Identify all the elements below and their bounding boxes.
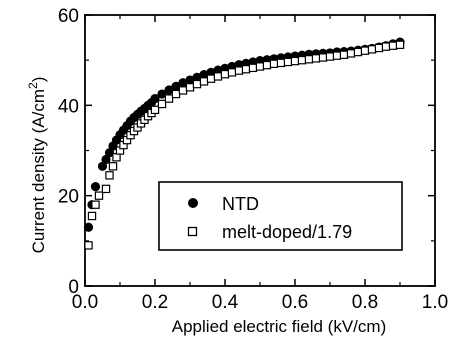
data-point-melt-doped [164,94,174,103]
data-point-melt-doped [220,69,230,79]
data-point-melt-doped [262,60,272,70]
data-point-melt-doped [87,211,97,221]
x-tick-label: 0.8 [352,292,378,313]
data-point-melt-doped [234,66,244,75]
data-point-melt-doped [283,57,293,67]
data-point-melt-doped [185,83,195,92]
data-point-melt-doped [395,40,405,50]
data-point-melt-doped [241,64,251,74]
data-point-melt-doped [388,41,398,50]
data-point-melt-doped [150,105,160,115]
data-point-melt-doped [304,55,314,64]
y-tick-label: 0 [68,277,79,298]
legend-label-ntd: NTD [222,194,259,214]
legend-label-melt-doped: melt-doped/1.79 [222,222,352,242]
data-point-melt-doped [227,68,237,77]
data-point-melt-doped [178,86,188,95]
data-point-melt-doped [332,51,342,60]
x-tick-label: 0.4 [212,292,239,313]
y-tick-label: 20 [58,187,79,208]
legend-marker-melt-doped [187,226,198,237]
data-point-ntd [164,85,174,95]
data-point-melt-doped [374,43,384,53]
data-point-melt-doped [318,53,328,62]
data-point-melt-doped [360,46,370,55]
data-point-melt-doped [248,63,258,73]
series-melt-doped [84,40,405,250]
data-point-melt-doped [346,49,356,58]
data-point-melt-doped [367,45,377,54]
data-point-melt-doped [339,50,349,59]
data-point-melt-doped [290,56,300,66]
data-point-melt-doped [255,62,265,71]
data-point-melt-doped [108,162,118,171]
data-point-melt-doped [269,59,279,68]
data-point-melt-doped [112,153,121,162]
data-point-melt-doped [192,79,202,89]
x-axis-title: Applied electric field (kV/cm) [172,317,386,336]
data-point-melt-doped [353,47,363,57]
data-point-melt-doped [276,58,286,68]
data-point-ntd [192,72,202,82]
legend: NTD melt-doped/1.79 [158,181,403,251]
data-point-ntd [101,154,111,165]
data-point-melt-doped [311,54,321,63]
data-point-melt-doped [101,184,111,194]
data-point-ntd [171,81,181,91]
data-point-ntd [90,182,101,192]
data-point-melt-doped [381,42,391,51]
x-tick-label: 0.6 [282,292,308,313]
x-tick-label: 1.0 [422,292,448,313]
x-tick-label: 0.2 [142,292,168,313]
data-point-ntd [150,93,160,104]
y-tick-label: 40 [58,96,79,117]
data-point-melt-doped [84,241,93,250]
data-point-melt-doped [94,191,104,200]
data-point-ntd [199,70,209,80]
y-axis-title: Current density (A/cm2) [26,77,48,254]
legend-box [158,181,403,251]
y-tick-label: 60 [58,6,79,27]
x-tick-label: 0.0 [72,292,98,313]
data-point-melt-doped [171,89,181,99]
data-point-ntd [157,89,167,99]
data-point-ntd [104,148,115,158]
data-point-melt-doped [157,99,167,109]
data-point-melt-doped [206,74,216,83]
data-point-ntd [97,161,108,171]
y-axis-title-superscript: 2 [26,82,40,89]
data-point-melt-doped [325,52,335,61]
data-point-ntd [185,75,195,85]
y-axis-title-main: Current density (A/cm [29,89,48,253]
y-axis-title-close: ) [29,77,48,83]
data-point-ntd [83,222,94,232]
data-point-melt-doped [199,77,209,86]
data-point-melt-doped [297,55,307,65]
data-point-ntd [178,78,188,88]
data-point-melt-doped [105,171,114,180]
legend-marker-ntd [188,198,198,208]
data-point-melt-doped [91,200,100,209]
data-point-melt-doped [213,72,223,81]
